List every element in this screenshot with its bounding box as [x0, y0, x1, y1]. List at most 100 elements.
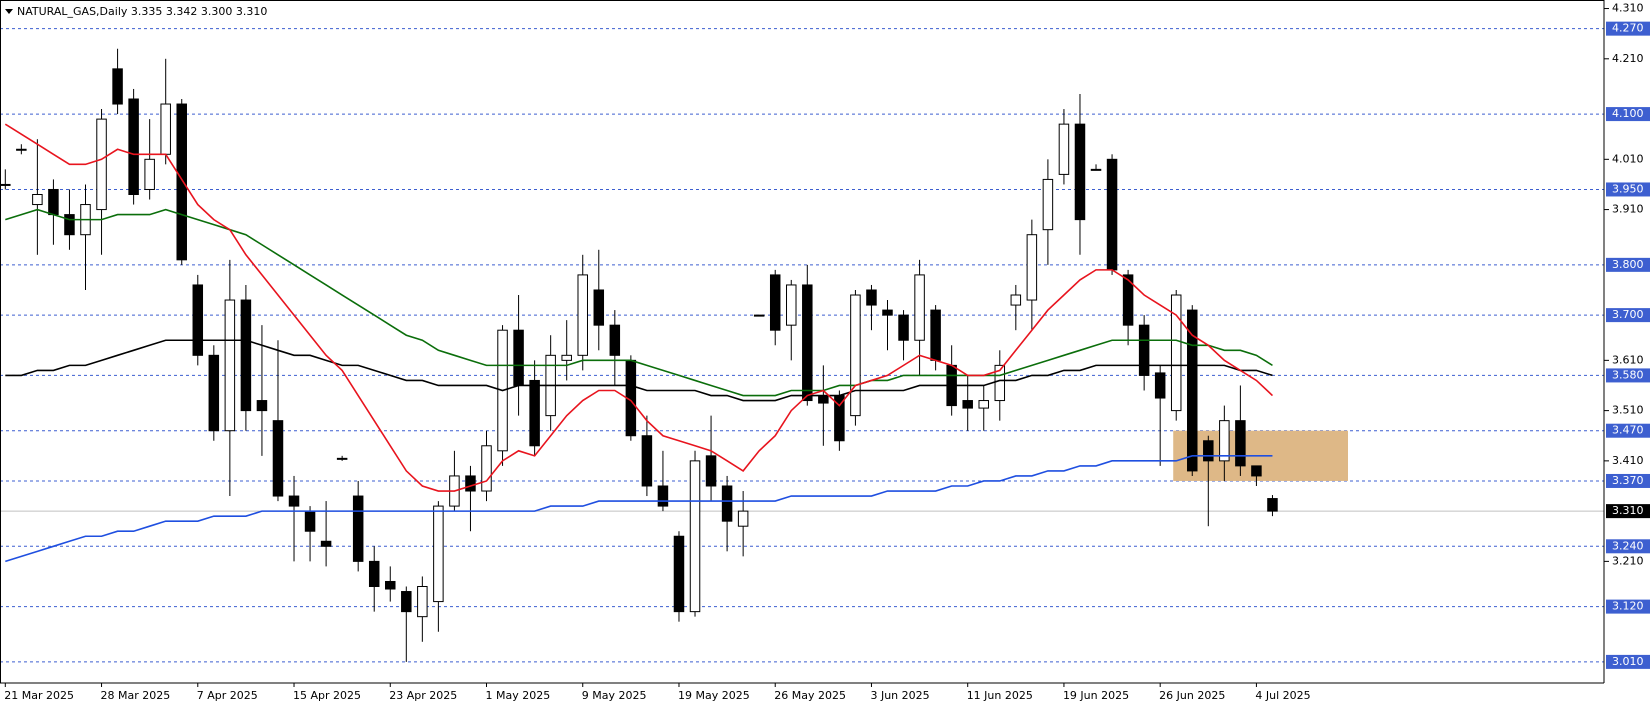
candle-body: [1267, 498, 1278, 512]
candle-body: [112, 68, 123, 105]
candle-body: [288, 495, 300, 507]
candle-body: [240, 299, 252, 412]
candle-body: [962, 400, 973, 409]
level-label: 3.580: [1612, 368, 1644, 381]
candle-body: [1138, 324, 1150, 376]
candle-body: [930, 309, 941, 361]
candle-body: [433, 505, 444, 603]
level-label: 3.240: [1612, 539, 1644, 552]
candle-body: [1026, 234, 1038, 301]
y-tick-label: 4.310: [1612, 2, 1644, 15]
level-label-bg: [1606, 599, 1650, 614]
level-label-bg: [1606, 182, 1650, 197]
candle-body: [577, 274, 588, 356]
candle-body: [1074, 123, 1086, 221]
last-price-label: 3.310: [1612, 504, 1644, 517]
candle-body: [256, 400, 268, 412]
candle-body: [224, 299, 236, 432]
candle-body: [304, 510, 316, 532]
candle-body: [385, 580, 396, 590]
candle-body: [1203, 440, 1214, 462]
indicator-lines: [4, 123, 1274, 563]
candle-body: [192, 284, 204, 356]
level-label: 3.120: [1612, 600, 1644, 613]
level-label: 3.950: [1612, 182, 1644, 195]
y-tick-label: 3.510: [1612, 404, 1644, 417]
candle-body: [673, 535, 685, 613]
candle-body: [1122, 274, 1134, 326]
x-tick-label: 11 Jun 2025: [967, 689, 1033, 702]
last-price-label-bg: [1606, 504, 1650, 519]
candle-body: [1058, 123, 1070, 175]
candle-body: [737, 510, 749, 527]
candle-body: [561, 354, 572, 361]
candle-body: [320, 540, 332, 547]
chart-title: NATURAL_GAS,Daily 3.335 3.342 3.300 3.31…: [17, 5, 267, 18]
candle-body: [32, 193, 43, 206]
moving-average-line: [5, 208, 1273, 397]
candle-body: [1090, 168, 1102, 171]
candle-body: [994, 364, 1006, 402]
level-label-bg: [1606, 107, 1650, 122]
candle-body: [481, 445, 492, 492]
level-label-bg: [1606, 308, 1650, 323]
candle-body: [336, 457, 348, 460]
candle-body: [144, 158, 155, 190]
level-label: 3.370: [1612, 474, 1644, 487]
candle-body: [705, 455, 717, 487]
y-tick-label: 3.910: [1612, 203, 1644, 216]
level-label: 4.270: [1612, 22, 1644, 35]
candle-body: [529, 379, 540, 447]
candle-body: [272, 420, 284, 497]
candle-body: [1219, 420, 1230, 462]
candle-body: [401, 591, 412, 613]
candle-body: [753, 314, 765, 317]
candle-body: [657, 485, 669, 507]
level-label-bg: [1606, 423, 1650, 438]
candle-body: [96, 118, 107, 211]
level-label-bg: [1606, 257, 1650, 272]
x-tick-label: 26 Jun 2025: [1159, 689, 1225, 702]
x-tick-label: 19 May 2025: [678, 689, 750, 702]
candle-body: [352, 495, 364, 562]
candle-body: [593, 289, 605, 326]
candle-body: [641, 435, 653, 487]
candle-body: [1042, 178, 1054, 231]
candle-body: [1170, 294, 1182, 412]
candle-body: [465, 475, 476, 492]
level-label: 3.470: [1612, 424, 1644, 437]
candle-body: [16, 148, 27, 151]
candle-body: [48, 188, 59, 216]
title-arrow: [5, 9, 13, 14]
x-tick-label: 7 Apr 2025: [197, 689, 258, 702]
candle-body: [1010, 294, 1022, 306]
moving-average-line: [4, 123, 1274, 492]
level-label-bg: [1606, 368, 1650, 383]
x-tick-label: 1 May 2025: [486, 689, 551, 702]
candle-body: [208, 354, 220, 432]
candle-body: [417, 586, 428, 618]
candle-body: [802, 284, 813, 402]
candle-body: [160, 103, 171, 155]
x-tick-label: 21 Mar 2025: [4, 689, 74, 702]
x-tick-label: 15 Apr 2025: [293, 689, 361, 702]
candle-body: [1235, 420, 1246, 467]
candle-body: [786, 284, 797, 326]
x-tick-label: 19 Jun 2025: [1063, 689, 1129, 702]
x-tick-label: 28 Mar 2025: [101, 689, 171, 702]
candle-body: [609, 324, 621, 356]
level-label-bg: [1606, 21, 1650, 36]
x-tick-label: 23 Apr 2025: [389, 689, 457, 702]
candle-body: [721, 485, 733, 522]
y-tick-label: 4.210: [1612, 52, 1644, 65]
x-tick-label: 3 Jun 2025: [870, 689, 929, 702]
level-label-bg: [1606, 473, 1650, 488]
moving-average-line: [5, 339, 1273, 402]
candle-body: [818, 395, 829, 404]
candle-body: [128, 98, 139, 195]
level-label-bg: [1606, 654, 1650, 669]
candle-body: [866, 289, 877, 306]
